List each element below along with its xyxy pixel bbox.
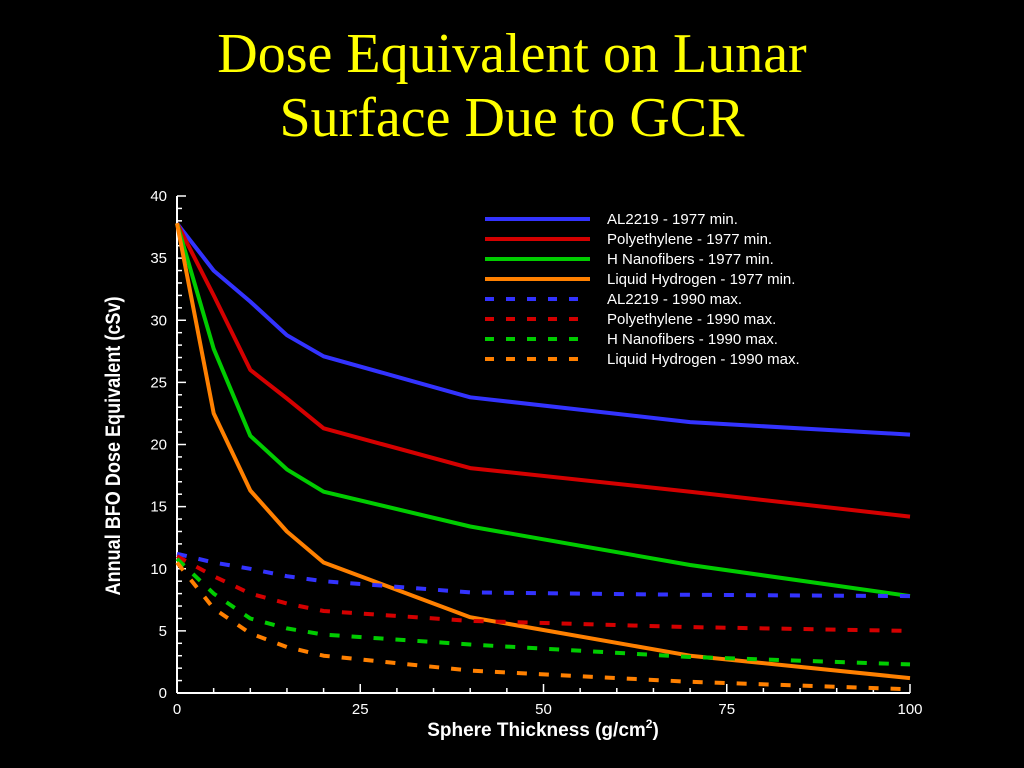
legend-label-3: H Nanofibers - 1977 min.: [607, 251, 774, 268]
x-tick-label: 75: [718, 701, 735, 718]
series-lines: [175, 222, 911, 692]
y-tick-label: 5: [159, 623, 167, 640]
series-line-1: [175, 222, 911, 437]
y-tick-label: 30: [150, 312, 167, 329]
axes: 0 5 10 15 20 25 30 35 40 0 25 50 75 100: [150, 188, 922, 718]
y-tick-label: 35: [150, 250, 167, 267]
series-line-8: [175, 561, 911, 692]
legend-label-7: H Nanofibers - 1990 max.: [607, 331, 778, 348]
slide-title: Dose Equivalent on Lunar Surface Due to …: [0, 22, 1024, 150]
series-line-3: [175, 222, 911, 599]
y-tick-label: 15: [150, 499, 167, 516]
y-tick-label: 10: [150, 561, 167, 578]
series-line-6: [176, 554, 911, 633]
legend-label-2: Polyethylene - 1977 min.: [607, 231, 772, 248]
legend-label-4: Liquid Hydrogen - 1977 min.: [607, 271, 795, 288]
series-line-5: [176, 551, 911, 599]
x-tick-label: 100: [897, 701, 922, 718]
y-axis-label: Annual BFO Dose Equivalent (cSv): [102, 297, 126, 596]
legend-label-6: Polyethylene - 1990 max.: [607, 311, 776, 328]
legend-label-8: Liquid Hydrogen - 1990 max.: [607, 351, 800, 368]
series-line-2: [175, 222, 911, 519]
legend-label-1: AL2219 - 1977 min.: [607, 211, 738, 228]
x-axis-label-superscript: 2: [646, 717, 653, 731]
legend-label-5: AL2219 - 1990 max.: [607, 291, 742, 308]
x-tick-label: 50: [535, 701, 552, 718]
x-axis-label-end: ): [652, 720, 658, 741]
x-tick-label: 25: [352, 701, 369, 718]
y-tick-label: 0: [159, 685, 167, 702]
y-tick-label: 20: [150, 437, 167, 454]
x-axis-label-main: Sphere Thickness (g/cm: [427, 720, 646, 741]
series-line-4: [175, 222, 911, 681]
x-tick-label: 0: [173, 701, 181, 718]
slide-title-line-2: Surface Due to GCR: [279, 87, 745, 149]
slide-title-line-1: Dose Equivalent on Lunar: [217, 23, 807, 85]
x-axis-label: Sphere Thickness (g/cm2): [427, 717, 659, 741]
y-tick-label: 25: [150, 374, 167, 391]
y-tick-label: 40: [150, 188, 167, 205]
legend: AL2219 - 1977 min. Polyethylene - 1977 mi…: [485, 211, 800, 368]
